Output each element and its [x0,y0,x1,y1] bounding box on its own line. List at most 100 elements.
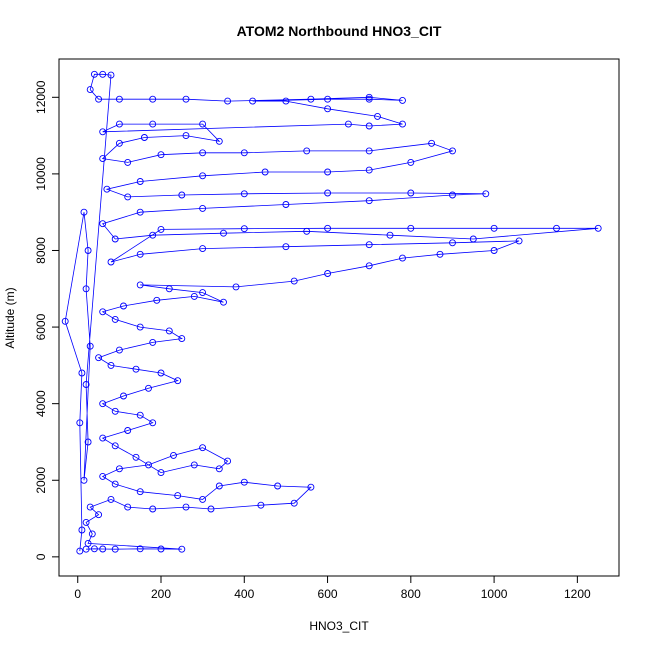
y-tick-label: 0 [34,553,48,560]
data-point [95,354,103,362]
x-tick-label: 1000 [481,587,508,601]
data-point [449,191,456,199]
data-point [282,243,290,251]
data-point [182,132,190,140]
data-point [82,518,90,526]
x-tick-label: 400 [234,587,254,601]
data-point [515,237,523,245]
data-point [165,327,173,335]
data-point [220,229,227,237]
data-point [365,95,373,103]
data-point [365,93,373,101]
data-point [165,285,173,293]
data-point [149,231,157,239]
data-point [324,189,332,197]
data-point [303,227,311,235]
data-point [290,277,298,285]
data-point [482,190,490,198]
data-point [149,338,157,346]
data-point [157,469,165,477]
data-point [84,539,92,547]
data-point [124,503,132,511]
data-point [178,545,186,553]
data-point [99,545,107,553]
data-point [307,95,315,103]
data-point [290,499,298,507]
x-tick-label: 200 [151,587,171,601]
data-point [111,407,119,415]
y-tick-label: 2000 [34,467,48,494]
data-point [136,411,144,419]
data-point [199,172,207,180]
data-point [124,193,132,201]
data-point [149,120,157,128]
data-point [307,483,315,491]
data-point [99,128,107,136]
data-point [153,296,161,304]
data-point [86,503,94,511]
data-point [399,120,406,128]
data-point [274,482,282,490]
data-point [124,158,132,166]
data-point [365,122,373,130]
data-point [365,262,373,270]
data-point [157,545,165,553]
data-point [136,208,144,216]
y-tick-label: 12000 [34,80,48,114]
data-point [174,377,182,385]
data-point [386,231,394,239]
data-point [282,97,290,105]
data-point [407,189,415,197]
y-tick-label: 10000 [34,157,48,191]
data-point [220,298,227,306]
data-point [407,224,415,232]
data-point [199,495,207,503]
data-point [303,147,311,155]
data-point [136,250,144,258]
data-point [120,392,127,400]
x-tick-label: 1200 [564,587,591,601]
x-axis: 0 200 400 600 800 1000 1200 [74,575,591,601]
data-point [84,438,92,446]
x-axis-label: HNO3_CIT [309,619,369,633]
data-point [78,526,86,534]
data-point [80,208,88,216]
data-point [82,381,90,388]
data-point [115,95,123,103]
data-point [199,204,207,212]
data-point [436,250,444,258]
data-point [136,281,144,289]
y-axis-label: Altitude (m) [3,287,17,348]
data-point [207,505,215,513]
data-point [78,369,86,377]
data-point [132,453,140,461]
data-point [407,158,415,166]
data-point [149,505,157,513]
data-point [86,86,94,94]
data-point [99,434,107,442]
data-point [107,495,115,503]
data-point [99,70,107,78]
data-point [178,191,186,199]
data-point [86,342,94,350]
data-point [157,151,165,159]
plot-frame [58,58,620,577]
data-point [365,147,373,155]
data-point [240,478,248,486]
data-point [257,501,265,509]
x-tick-label: 600 [318,587,338,601]
data-point [449,147,456,155]
data-point [199,289,207,297]
data-point [80,476,88,484]
data-point [365,166,373,174]
data-point [107,258,115,266]
data-point [178,335,186,343]
data-point [115,465,123,473]
data-point [149,95,157,103]
y-tick-label: 6000 [34,313,48,340]
data-point [365,241,373,249]
data-point [553,224,560,232]
data-point [90,70,98,78]
data-point [115,139,123,147]
